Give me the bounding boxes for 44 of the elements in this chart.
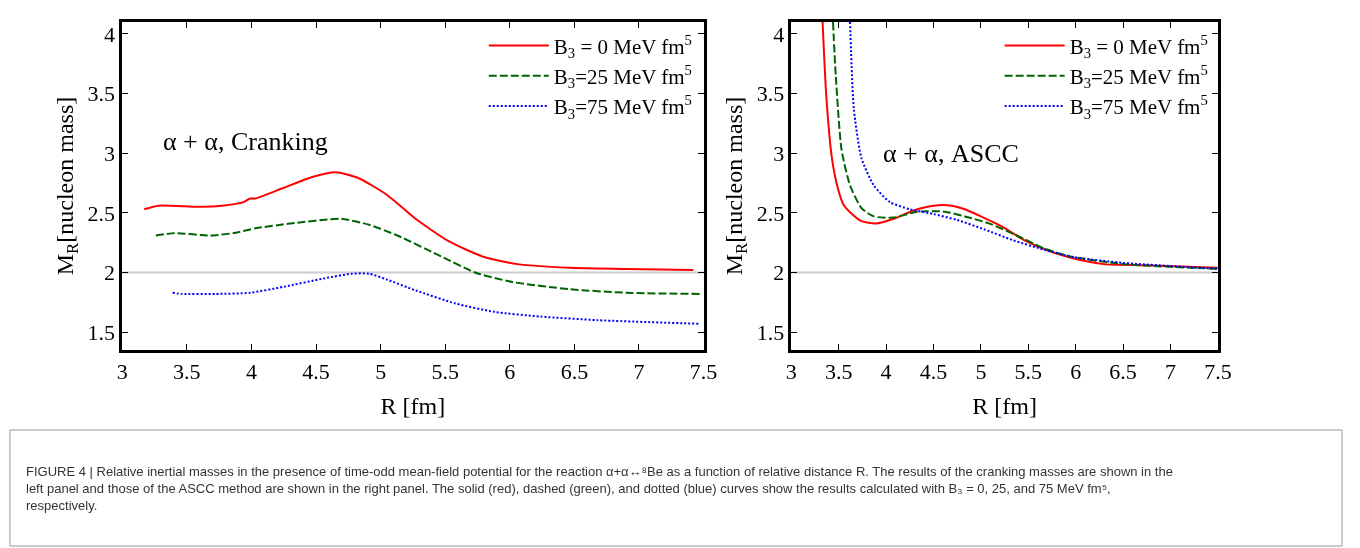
- line-series: [154, 217, 701, 295]
- caption: FIGURE 4 | Relative inertial masses in the presence of time-odd mean-field potential for the reaction α+α↔⁸Be as a function of relative distance R. The results of the cranking masses are shown in the left panel and those of the ASCC method are shown in the right panel. The solid (red), dashed (green), and dotted (blue) curves show the results calculated with B₃ = 0, 25, and 75 MeV fm⁵, respectively.: [26, 464, 1173, 513]
- x-tick-label: 3.5: [824, 359, 853, 385]
- line-series: [171, 272, 700, 325]
- x-tick-label: 6.5: [560, 359, 589, 385]
- y-tick-label: 3: [773, 140, 785, 166]
- x-tick-label: 7: [1165, 359, 1177, 385]
- x-tick-label: 4.5: [919, 359, 948, 385]
- annotation: α + α, Cranking: [163, 127, 328, 156]
- x-tick-label: 6.5: [1109, 359, 1137, 385]
- y-tick-label: 1.5: [87, 319, 116, 345]
- legend-label: B$_{3}$ = 0 MeV fm$^{5}$: [1069, 31, 1208, 62]
- x-tick-label: 7.5: [689, 359, 718, 385]
- legend-label: B$_{3}$=75 MeV fm$^{5}$: [553, 92, 692, 122]
- x-tick-label: 4: [245, 359, 257, 385]
- legend-label: B$_{3}$ = 0 MeV fm$^{5}$: [553, 31, 692, 62]
- y-tick-label: 3.5: [87, 81, 116, 107]
- x-tick-label: 5.5: [1014, 359, 1043, 385]
- y-tick-label: 3: [104, 140, 116, 166]
- x-tick-label: 6: [1070, 359, 1082, 385]
- y-tick-label: 2.5: [756, 200, 785, 226]
- y-tick-label: 3.5: [756, 81, 785, 107]
- x-tick-label: 7.5: [1204, 359, 1232, 385]
- x-axis-title: R [fm]: [972, 393, 1037, 420]
- y-tick-label: 4: [773, 21, 785, 47]
- x-axis-title: R [fm]: [380, 393, 446, 420]
- x-tick-label: 6: [504, 359, 516, 385]
- x-tick-label: 7: [633, 359, 645, 385]
- line-series: [143, 171, 695, 272]
- y-tick-label: 2.5: [87, 200, 116, 226]
- legend-label: B$_{3}$=25 MeV fm$^{5}$: [1069, 62, 1208, 92]
- y-tick-label: 2: [104, 260, 116, 286]
- x-tick-label: 4: [880, 359, 892, 385]
- x-tick-label: 4.5: [302, 359, 330, 385]
- x-tick-label: 3.5: [173, 359, 201, 385]
- x-tick-label: 5.5: [431, 359, 459, 385]
- annotation: α + α, ASCC: [883, 139, 1019, 168]
- x-tick-label: 5: [375, 359, 387, 385]
- x-tick-label: 5: [975, 359, 987, 385]
- y-tick-label: 2: [773, 260, 785, 286]
- legend-label: B$_{3}$=75 MeV fm$^{5}$: [1069, 92, 1208, 122]
- y-tick-label: 1.5: [756, 319, 785, 345]
- legend-label: B$_{3}$=25 MeV fm$^{5}$: [553, 62, 692, 92]
- y-tick-label: 4: [104, 21, 116, 47]
